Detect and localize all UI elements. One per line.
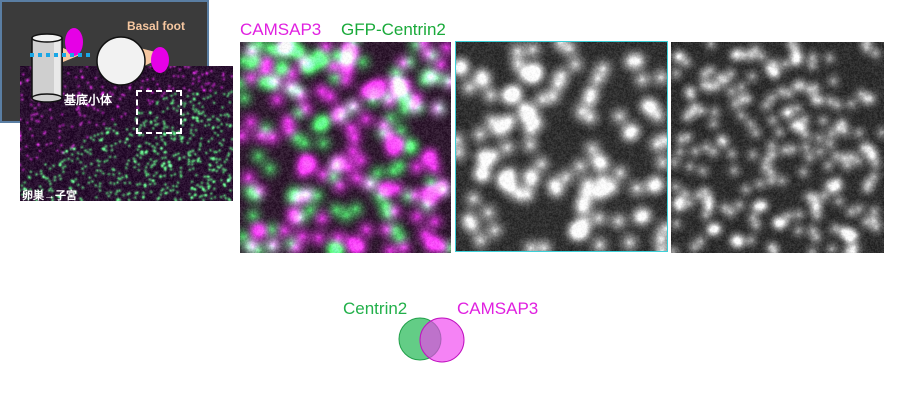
basal-foot-label: Basal foot [127,19,186,33]
merge-micrograph [240,42,451,253]
venn-label-centrin2: Centrin2 [343,299,408,318]
basal-body-top-view-icon [96,36,169,86]
channel-label-centrin2: GFP-Centrin2 [341,20,446,39]
basal-body-label: 基底小体 [64,93,113,107]
channel-label-camsap3: CAMSAP3 [240,20,322,39]
venn-label-camsap3: CAMSAP3 [457,299,539,318]
basal-body-schematic: Basal foot 基底小体 [0,0,209,123]
centrin2-gray-micrograph [455,41,668,252]
basal-body-cylinder-icon [31,28,83,103]
zoom-region-box [136,90,182,134]
venn-circle-camsap3 [419,317,465,363]
camsap3-gray-micrograph [671,42,884,253]
overview-caption: 卵巣→子宮 [22,190,77,202]
venn-diagram [398,317,465,363]
